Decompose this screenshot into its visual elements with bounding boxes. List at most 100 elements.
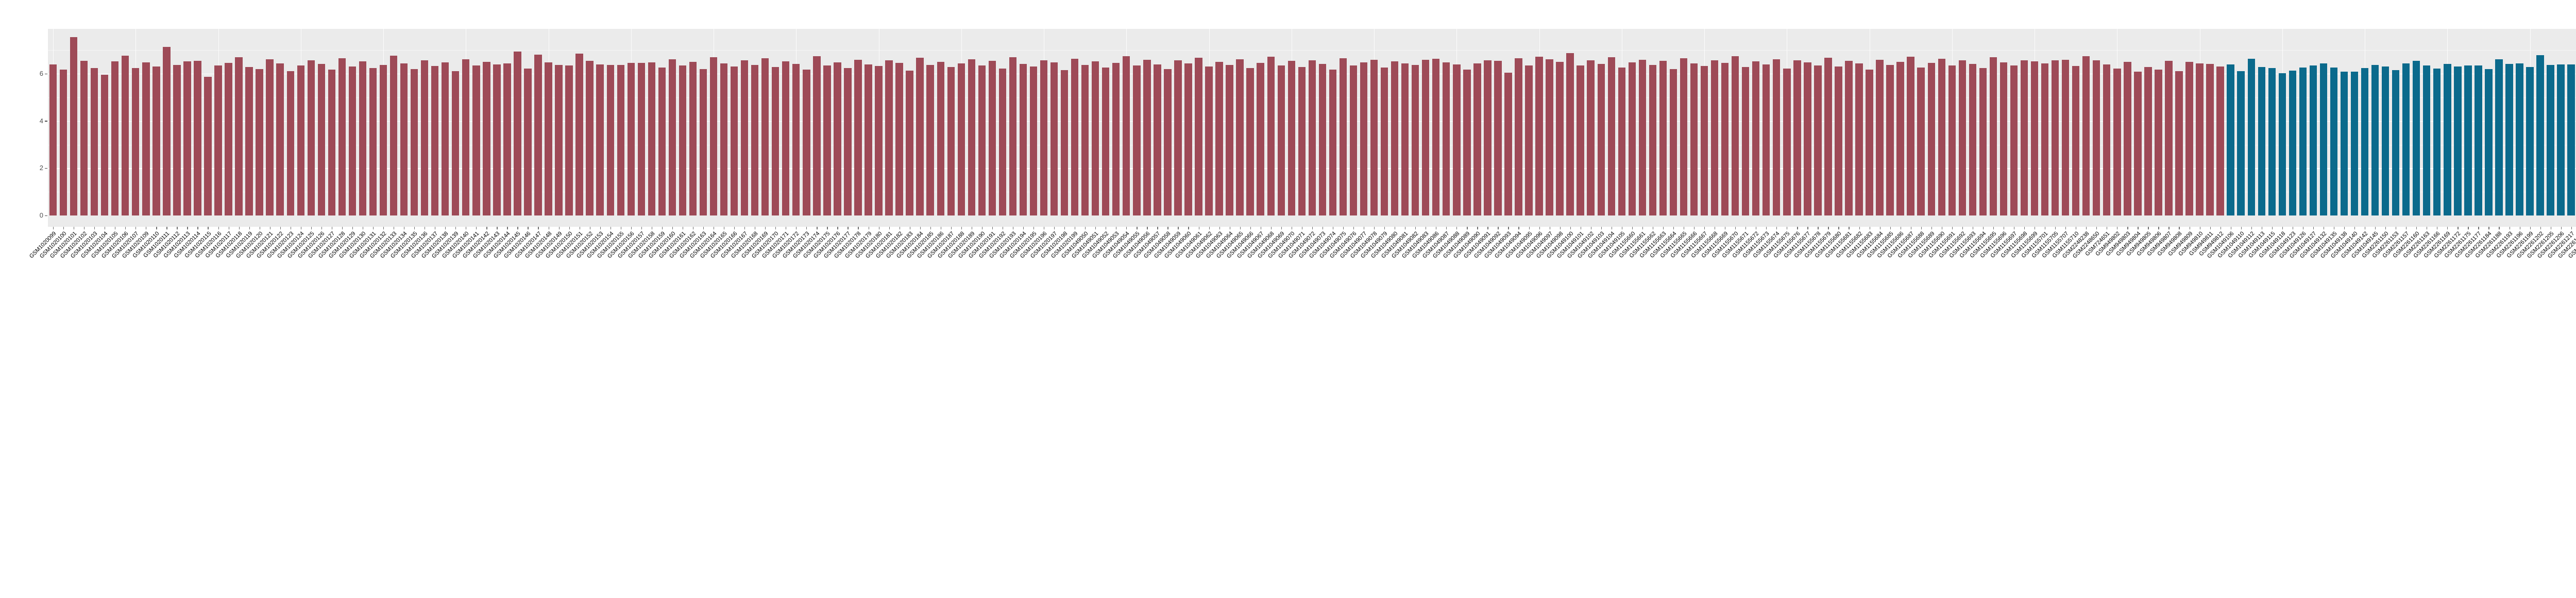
x-tick-mark (1157, 227, 1158, 229)
bar (1979, 68, 1987, 215)
x-tick-mark (631, 227, 632, 229)
bar (1226, 64, 1233, 215)
bar (2072, 66, 2080, 215)
bar (720, 63, 728, 215)
x-tick-mark (1890, 227, 1891, 229)
bar (2309, 65, 2317, 215)
x-tick-mark (1673, 227, 1674, 229)
x-tick-mark (951, 227, 952, 229)
bar (1680, 58, 1688, 215)
bar (658, 68, 666, 215)
bar (1762, 64, 1770, 215)
bar (2175, 71, 2183, 215)
bar (2196, 63, 2204, 215)
bar (792, 63, 800, 215)
x-tick-mark (2375, 227, 2376, 229)
bar (1597, 63, 1605, 215)
x-tick-mark (1188, 227, 1189, 229)
bar (596, 64, 604, 215)
y-tick: 4 (0, 117, 48, 126)
x-tick-mark (352, 227, 353, 229)
x-tick-mark (135, 227, 137, 229)
bar (2433, 68, 2441, 215)
bar (782, 61, 790, 215)
bar (1380, 68, 1388, 215)
x-tick-mark (1735, 227, 1736, 229)
x-tick-mark (455, 227, 456, 229)
expression-level-bar-chart: Expression Level 0 2 4 6 GSM1020099GSM10201… (0, 29, 2576, 260)
bar (1504, 73, 1512, 215)
bar (1814, 65, 1822, 215)
x-tick-mark (342, 227, 343, 229)
x-tick-mark (2416, 227, 2417, 229)
bar (2536, 55, 2544, 215)
x-tick-mark (2272, 227, 2273, 229)
bar (2289, 70, 2297, 215)
bar (699, 69, 707, 215)
x-tick-mark (600, 227, 601, 229)
bar (998, 68, 1007, 215)
bar (968, 59, 976, 215)
bar (823, 65, 831, 215)
bar (1401, 63, 1409, 215)
bar (2547, 64, 2554, 215)
x-tick-mark (1219, 227, 1220, 229)
x-tick-mark (889, 227, 890, 229)
bar (1669, 69, 1677, 215)
x-tick-mark (2168, 227, 2170, 229)
bar (2330, 68, 2338, 215)
x-tick-mark (166, 227, 167, 229)
x-tick-mark (1085, 227, 1086, 229)
bar (1370, 59, 1378, 215)
bar (2268, 68, 2276, 215)
bar (1421, 59, 1430, 215)
bar (152, 67, 160, 215)
bar (2227, 64, 2234, 215)
x-tick-mark (156, 227, 157, 229)
bar-series (48, 29, 2576, 215)
x-tick-mark (321, 227, 323, 229)
bar (410, 69, 418, 215)
x-tick-mark (1632, 227, 1633, 229)
bar (988, 61, 996, 215)
x-tick-mark (2385, 227, 2386, 229)
bar (100, 74, 109, 215)
x-tick-mark (383, 227, 384, 229)
x-tick-mark (218, 227, 219, 229)
bar (1845, 61, 1853, 215)
bar (1896, 62, 1904, 215)
bar (1989, 57, 1997, 215)
bar (2103, 64, 2111, 215)
bar (286, 71, 294, 215)
x-tick-mark (2055, 227, 2056, 229)
bar (2237, 71, 2245, 215)
bar (2185, 62, 2193, 215)
x-tick-mark (1240, 227, 1241, 229)
x-tick-mark (2127, 227, 2128, 229)
bar (1267, 57, 1275, 215)
x-tick-mark (1776, 227, 1777, 229)
bar (947, 67, 955, 215)
x-tick-mark (1539, 227, 1540, 229)
bar (2505, 63, 2513, 215)
bar (142, 62, 150, 215)
bar (1824, 57, 1832, 215)
bar (1628, 62, 1636, 215)
bar (503, 63, 511, 215)
bar (2258, 67, 2265, 215)
bar (2278, 73, 2286, 215)
bar (1154, 64, 1161, 215)
bar (1123, 56, 1130, 215)
bar (1700, 66, 1708, 215)
bar (1360, 62, 1368, 215)
bar (266, 59, 274, 215)
bar (2247, 58, 2255, 215)
bar (1318, 63, 1327, 215)
x-tick-mark (2530, 227, 2531, 229)
bar (204, 76, 212, 215)
bar (1143, 59, 1151, 215)
x-tick-mark (1095, 227, 1096, 229)
bar (1463, 69, 1471, 215)
bar (225, 63, 232, 215)
bar (709, 57, 718, 215)
